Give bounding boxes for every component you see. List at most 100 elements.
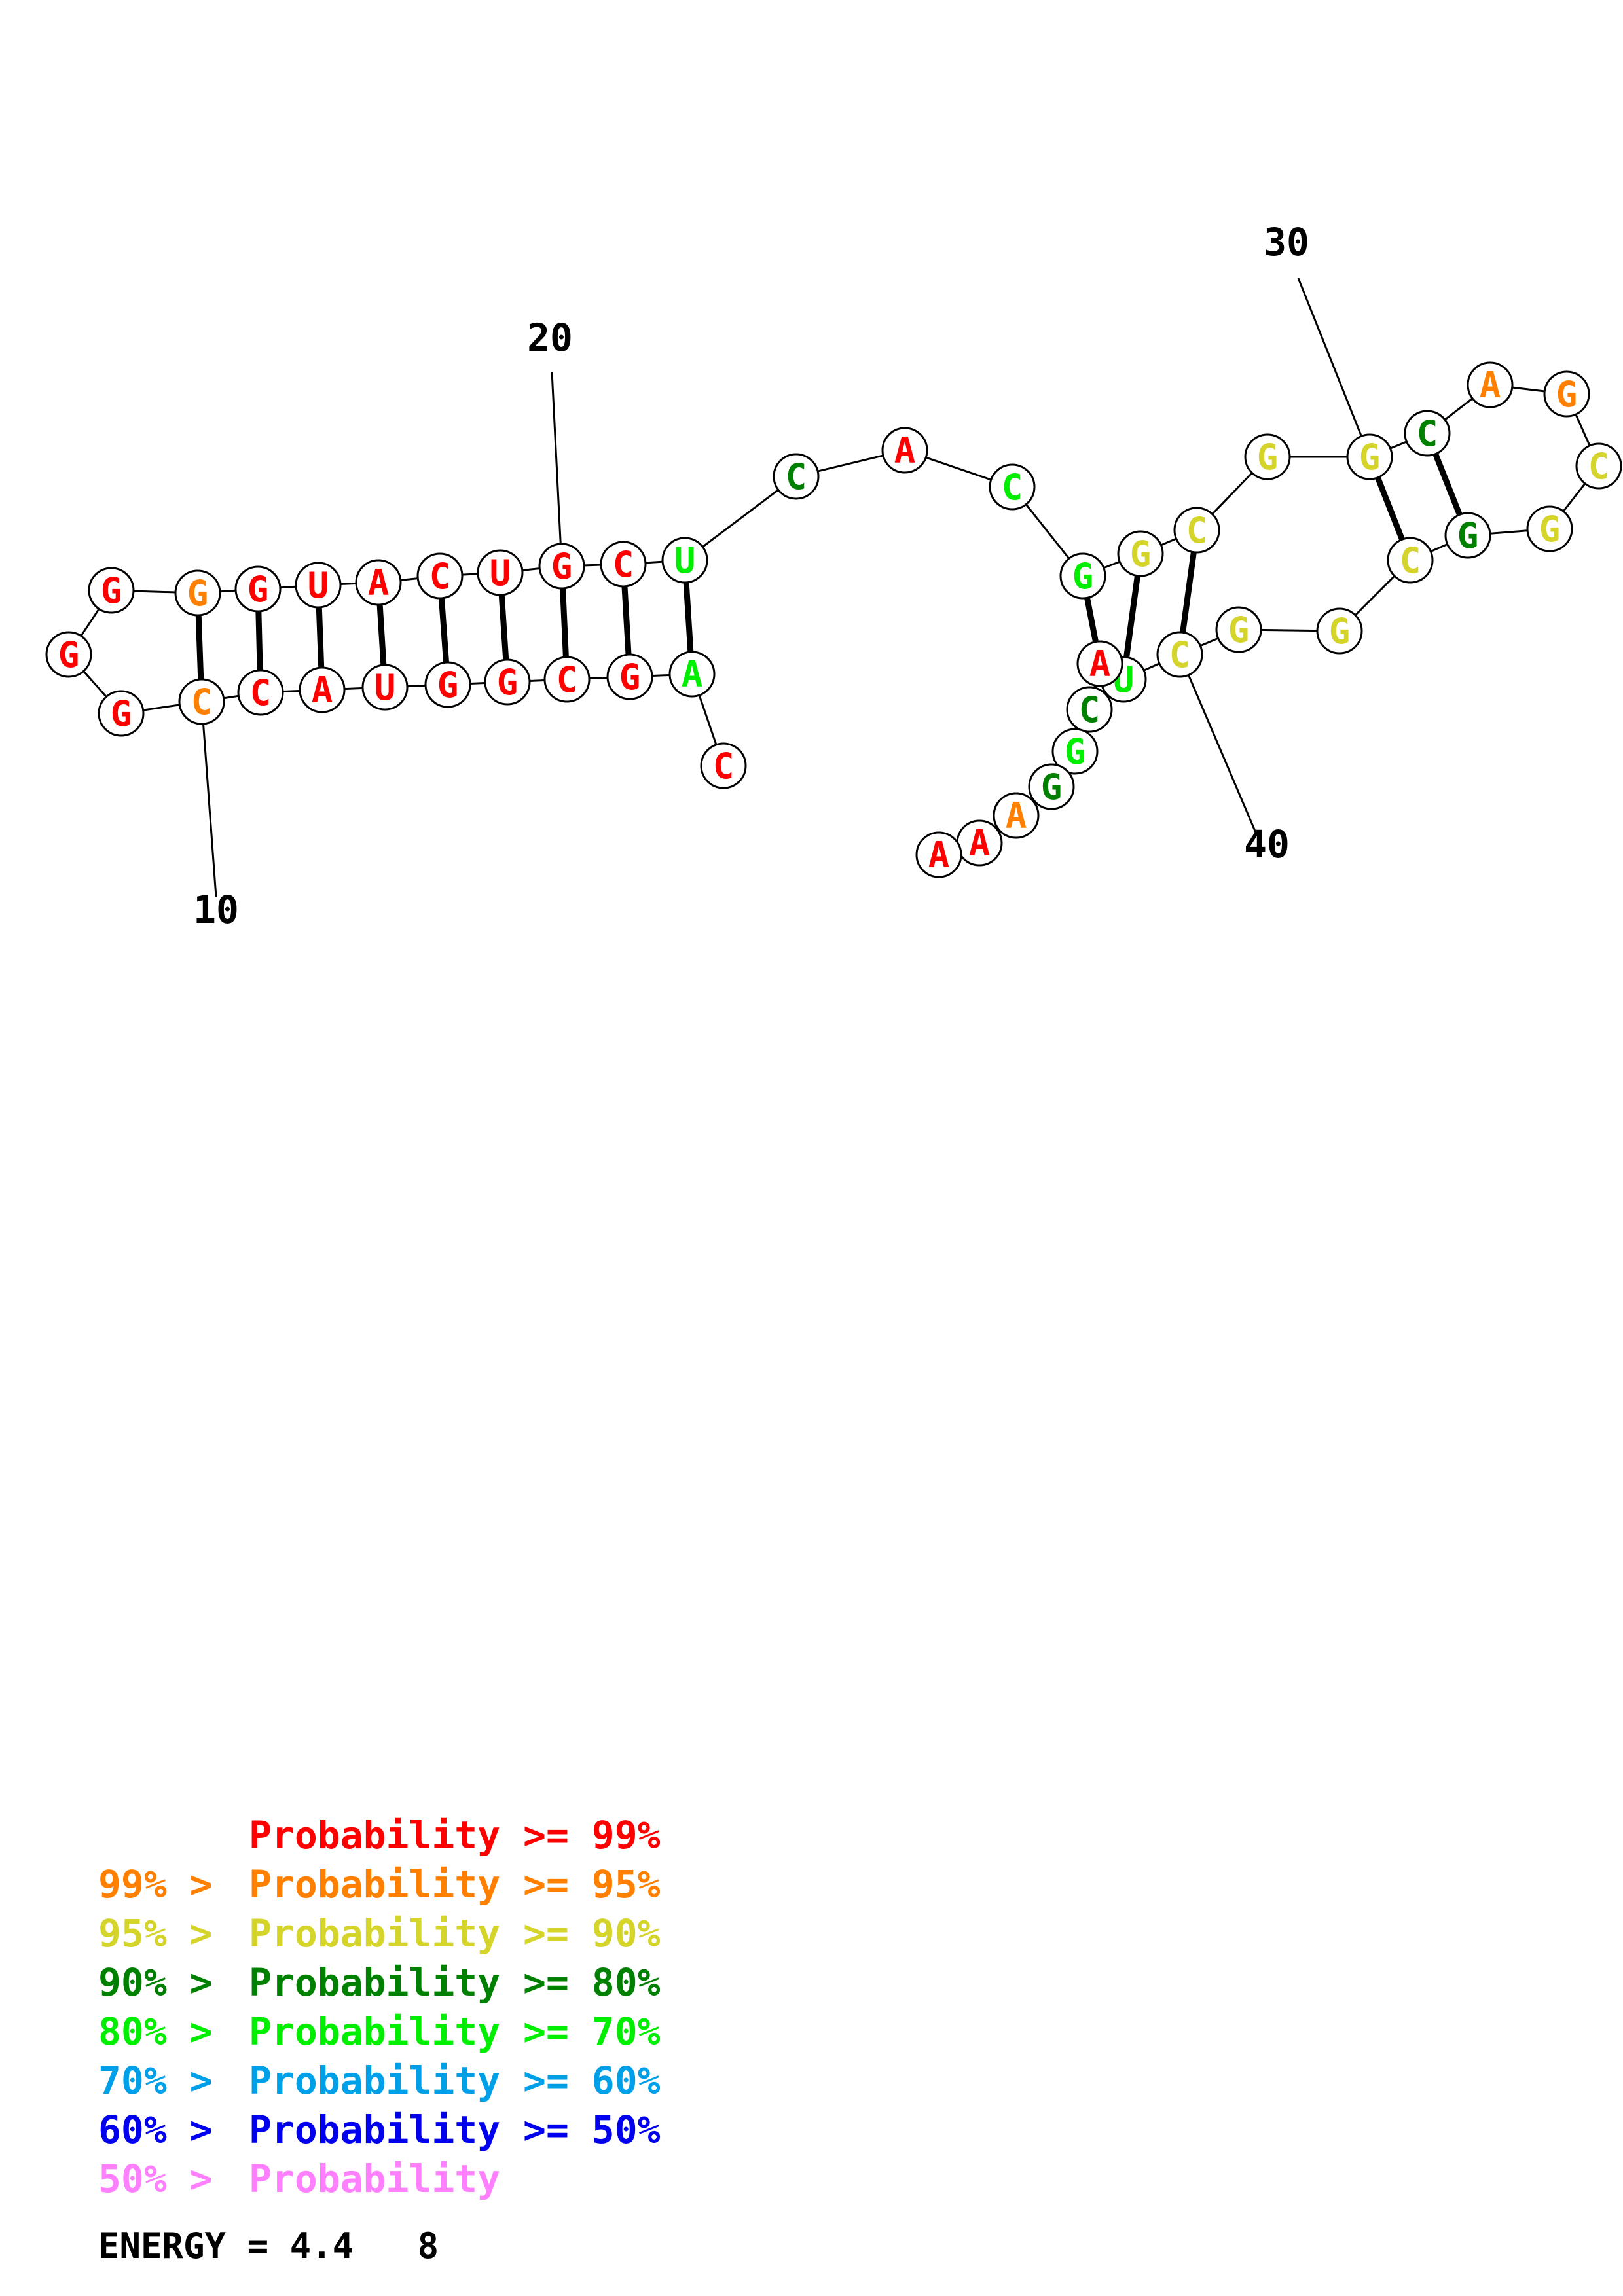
position-tick-line <box>1178 654 1257 833</box>
legend-range: 90% > <box>98 1960 236 2005</box>
position-label: 20 <box>527 315 573 360</box>
nucleotide-letter: U <box>490 552 511 594</box>
nucleotide-letter: A <box>1480 365 1501 406</box>
nucleotide-letter: U <box>674 540 696 581</box>
nucleotide-circle <box>1543 370 1590 418</box>
legend-label: Probability >= 95% <box>249 1862 661 1907</box>
nucleotide-circle <box>989 463 1036 511</box>
legend-label: Probability >= 90% <box>249 1911 661 1956</box>
nucleotide-circle <box>355 559 402 606</box>
nucleotide-letter: G <box>1228 609 1250 651</box>
nucleotide: U <box>661 537 708 584</box>
position-tick-line <box>1297 278 1371 457</box>
nucleotide-letter: G <box>1457 515 1479 556</box>
nucleotide: G <box>1526 505 1573 552</box>
position-tick-line <box>551 371 563 567</box>
nucleotide-circle <box>881 427 928 474</box>
nucleotide: G <box>174 569 221 617</box>
legend-row: 60% > Probability >= 50% <box>98 2108 661 2152</box>
nucleotide-circle <box>1215 606 1262 653</box>
legend-range: 60% > <box>98 2108 236 2152</box>
nucleotide-circle <box>700 742 747 789</box>
nucleotide-letter: A <box>928 834 950 876</box>
nucleotide-letter: G <box>1359 437 1381 478</box>
nucleotide-letter: G <box>551 546 573 587</box>
nucleotide-letter: A <box>894 430 916 471</box>
nucleotide-circle <box>178 678 225 725</box>
nucleotide-circle <box>1066 686 1113 733</box>
legend-row: 99% > Probability >= 95% <box>98 1862 661 1907</box>
nucleotide-circle <box>1244 433 1291 480</box>
nucleotide-circle <box>1028 763 1075 810</box>
nucleotide-letter: C <box>1169 634 1191 675</box>
nucleotide: C <box>1066 686 1113 733</box>
position-label: 40 <box>1244 822 1290 867</box>
nucleotide-circle <box>416 552 464 600</box>
nucleotide-circle <box>600 541 647 588</box>
nucleotide: C <box>1156 631 1203 678</box>
position-tick-line <box>200 701 217 897</box>
nucleotide-letter: C <box>613 544 634 585</box>
nucleotide-circle <box>174 569 221 617</box>
legend-label: Probability <box>249 2157 501 2201</box>
legend-row: Probability >= 99% <box>98 1813 661 1857</box>
nucleotide: C <box>989 463 1036 511</box>
nucleotide: A <box>668 651 716 698</box>
legend-row: 80% > Probability >= 70% <box>98 2009 661 2054</box>
nucleotide: C <box>1404 410 1451 457</box>
nucleotide: G <box>1215 606 1262 653</box>
nucleotide-letter: A <box>312 670 333 711</box>
legend-range: 80% > <box>98 2009 236 2054</box>
nucleotide-letter: G <box>619 656 641 698</box>
nucleotide-letter: U <box>308 565 329 606</box>
nucleotide-letter: C <box>786 456 807 497</box>
nucleotide-letter: G <box>111 693 132 734</box>
legend-range: 99% > <box>98 1862 236 1907</box>
nucleotide: G <box>1059 552 1106 600</box>
nucleotide-circle <box>98 690 145 737</box>
nucleotide-letter: C <box>250 672 272 713</box>
nucleotide-letter: C <box>1002 467 1023 508</box>
nucleotide-circle <box>484 658 531 706</box>
nucleotide: C <box>543 656 591 703</box>
nucleotide: G <box>45 631 92 678</box>
nucleotide-letter: G <box>1257 437 1279 478</box>
nucleotide-letter: A <box>1006 795 1027 836</box>
nucleotide-letter: C <box>713 745 735 787</box>
nucleotide-letter: G <box>1556 374 1578 415</box>
nucleotide-letter: G <box>1130 533 1152 575</box>
nucleotide-circle <box>915 831 962 878</box>
nucleotide: C <box>600 541 647 588</box>
nucleotide-letter: A <box>969 823 991 864</box>
nucleotide-letter: A <box>1089 643 1111 685</box>
nucleotide: C <box>1387 537 1434 584</box>
nucleotide: G <box>538 543 585 590</box>
nucleotide: A <box>915 831 962 878</box>
nucleotide: G <box>1543 370 1590 418</box>
legend-label: Probability >= 80% <box>249 1960 661 2005</box>
nucleotide-circle <box>1076 640 1123 687</box>
nucleotide-circle <box>1387 537 1434 584</box>
nucleotide: G <box>88 567 135 614</box>
nucleotide: G <box>98 690 145 737</box>
nucleotide: U <box>295 562 342 609</box>
legend-label: Probability >= 50% <box>249 2108 661 2152</box>
nucleotide: G <box>424 661 471 708</box>
nucleotide-circle <box>543 656 591 703</box>
legend-row: 70% > Probability >= 60% <box>98 2058 661 2103</box>
legend-row: 90% > Probability >= 80% <box>98 1960 661 2005</box>
nucleotide-letter: U <box>374 667 396 708</box>
nucleotide-letter: G <box>1072 556 1094 597</box>
legend-row: 95% > Probability >= 90% <box>98 1911 661 1956</box>
nucleotide: C <box>1173 507 1220 554</box>
nucleotide-circle <box>1467 361 1514 408</box>
nucleotide-circle <box>45 631 92 678</box>
nucleotide-circle <box>1173 507 1220 554</box>
nucleotide-circle <box>1526 505 1573 552</box>
nucleotide-circle <box>477 549 524 596</box>
nucleotide: C <box>700 742 747 789</box>
nucleotide-letter: G <box>1329 611 1351 652</box>
nucleotide: G <box>1028 763 1075 810</box>
nucleotide: G <box>606 653 653 700</box>
